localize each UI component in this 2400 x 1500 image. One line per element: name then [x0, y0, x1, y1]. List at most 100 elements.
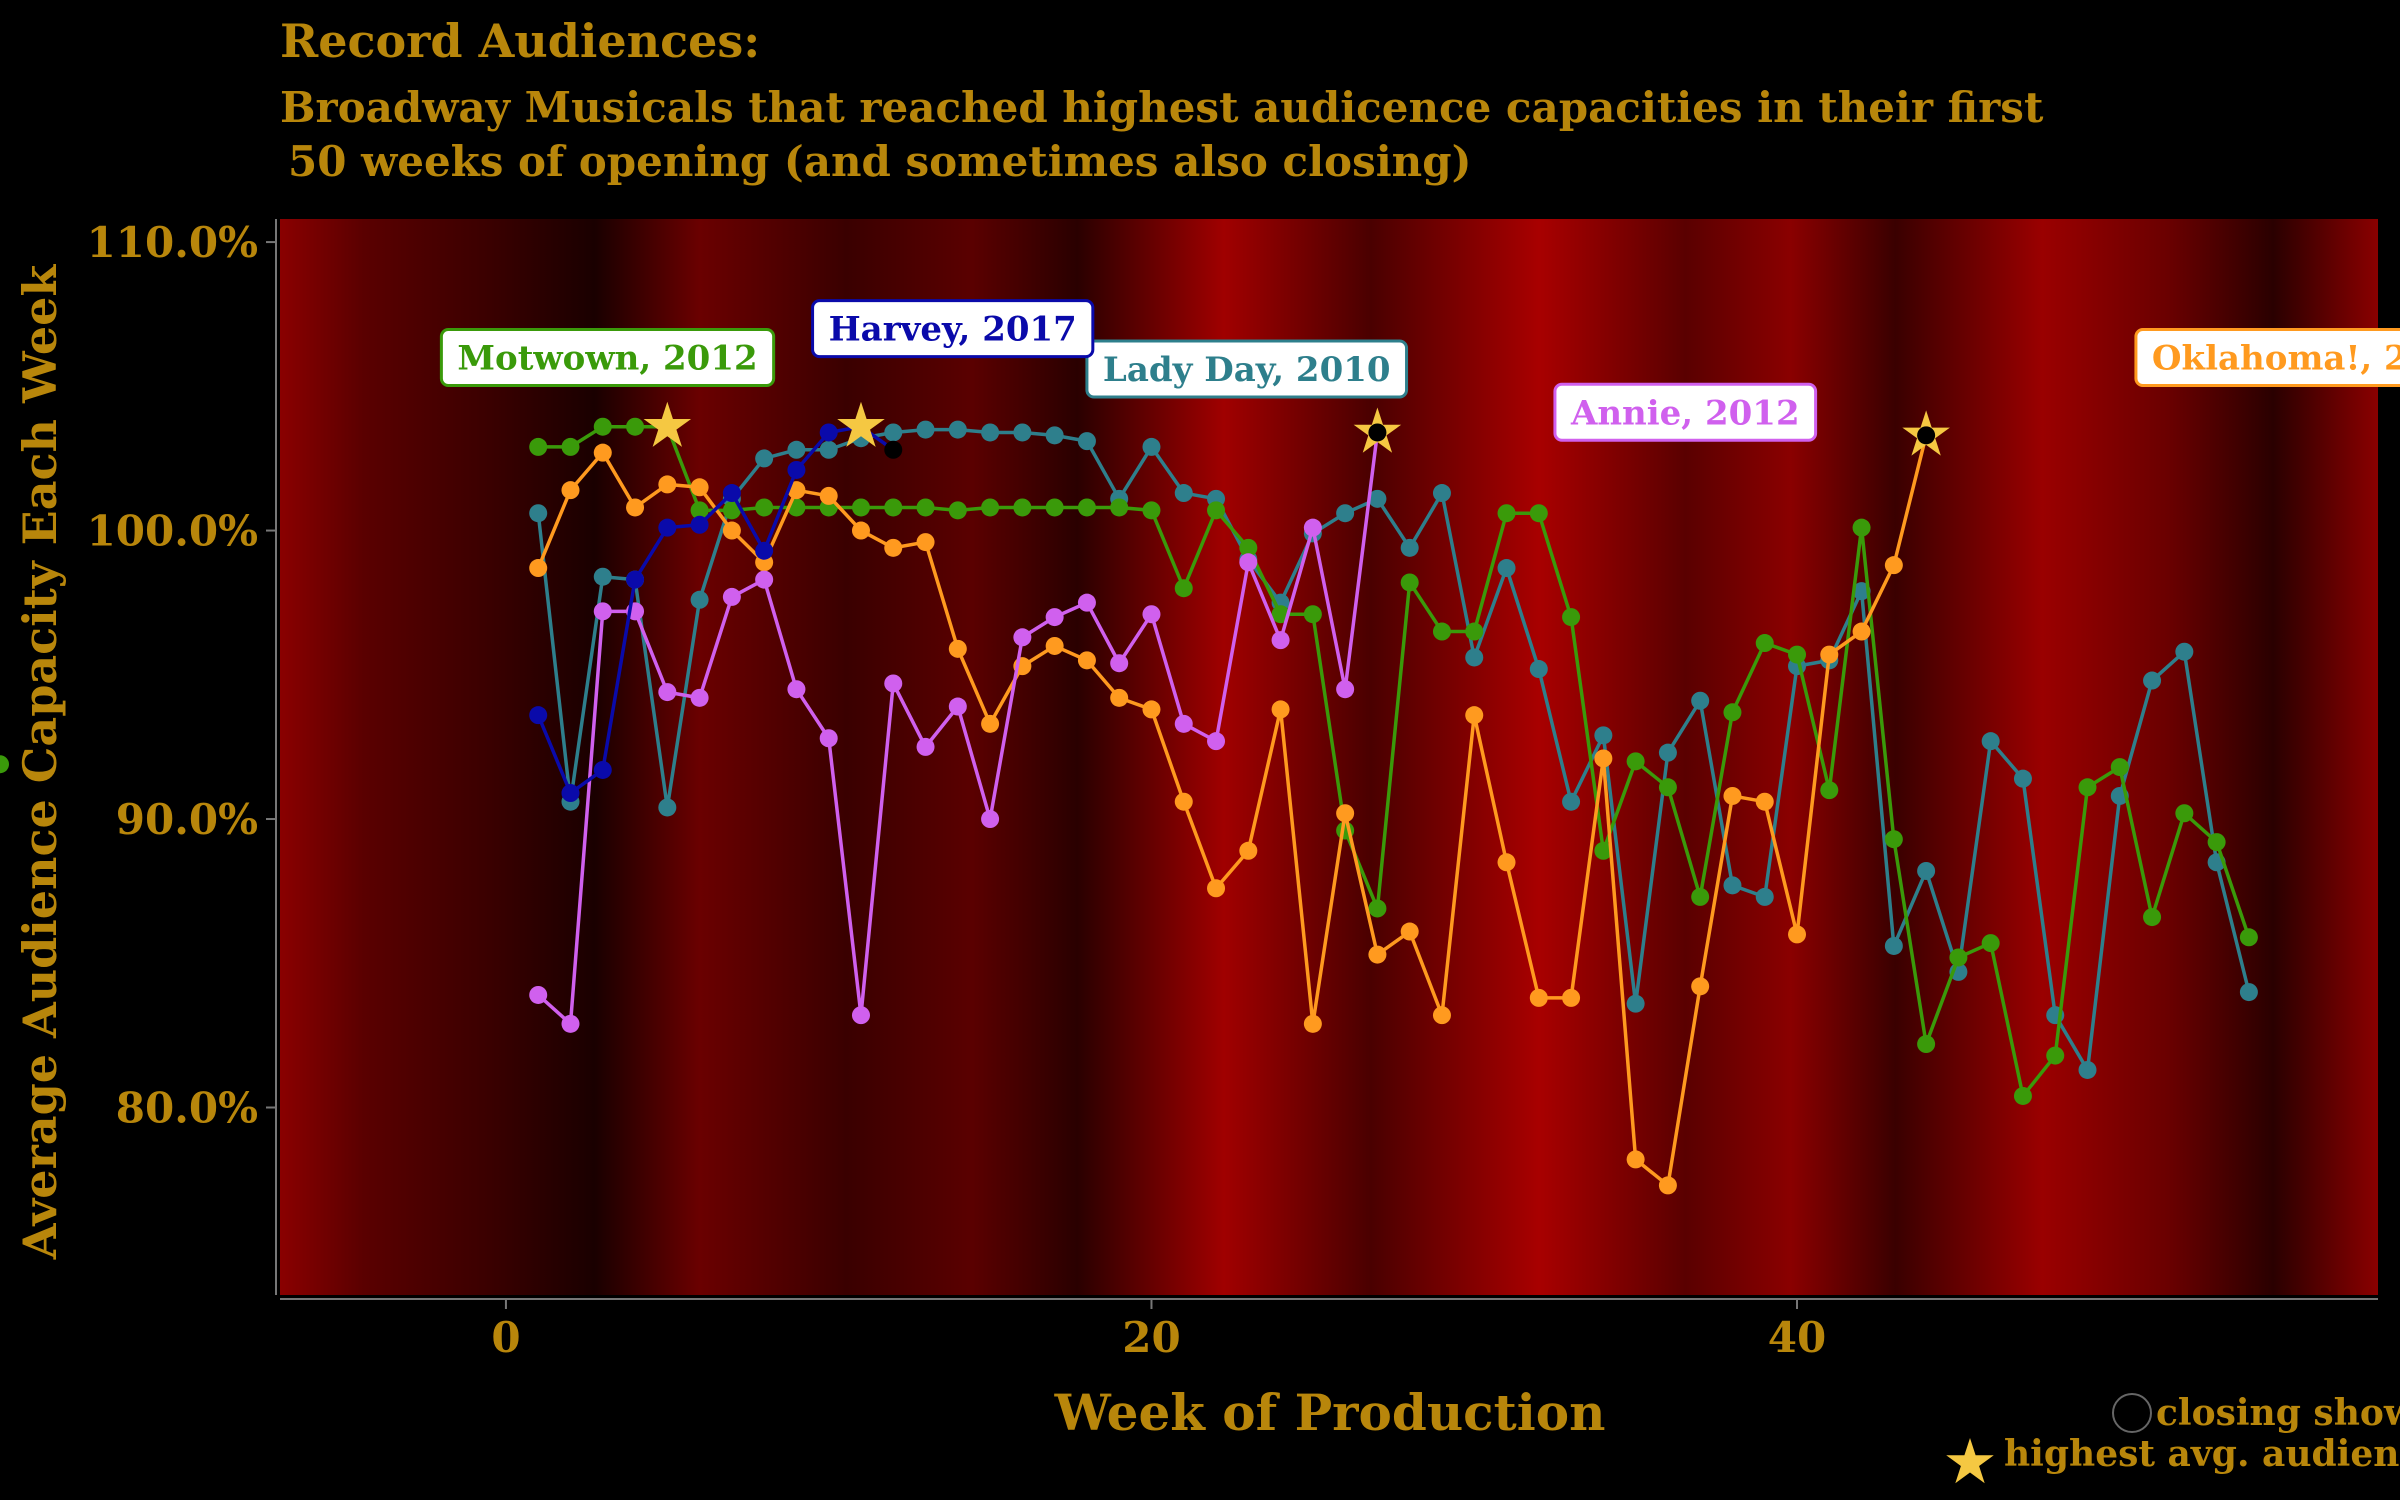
series-harvey-2017 — [529, 401, 903, 803]
series-label-box — [1553, 382, 1818, 442]
data-point-lady-day-2010 — [1658, 743, 1677, 762]
data-point-harvey-2017 — [529, 706, 548, 725]
data-point-motwown-2012 — [1497, 504, 1516, 523]
data-point-lady-day-2010 — [1529, 660, 1548, 679]
data-point-oklahoma-2011 — [593, 443, 612, 462]
series-label-box — [811, 299, 1095, 359]
data-point-oklahoma-2011 — [981, 714, 1000, 733]
data-point-oklahoma-2011 — [819, 486, 838, 505]
legend: closing show highest avg. audience — [1946, 1392, 2400, 1484]
y-tick-label: 110.0% — [87, 218, 258, 267]
data-point-lady-day-2010 — [787, 440, 806, 459]
data-point-oklahoma-2011 — [1271, 700, 1290, 719]
data-point-motwown-2012 — [1368, 899, 1387, 918]
data-point-lady-day-2010 — [529, 504, 548, 523]
data-point-oklahoma-2011 — [948, 639, 967, 658]
data-point-harvey-2017 — [593, 760, 612, 779]
data-point-oklahoma-2011 — [1239, 841, 1258, 860]
data-point-lady-day-2010 — [658, 798, 677, 817]
data-point-oklahoma-2011 — [1788, 925, 1807, 944]
data-point-motwown-2012 — [1852, 518, 1871, 537]
data-point-motwown-2012 — [1626, 752, 1645, 771]
data-point-lady-day-2010 — [1432, 484, 1451, 503]
data-point-motwown-2012 — [1723, 703, 1742, 722]
x-tick-label: 40 — [1768, 1313, 1826, 1362]
data-point-motwown-2012 — [2175, 804, 2194, 823]
closing-marker — [884, 440, 903, 459]
data-point-harvey-2017 — [690, 515, 709, 534]
data-point-lady-day-2010 — [2239, 983, 2258, 1002]
chart-subtitle-line2: 50 weeks of opening (and sometimes also … — [288, 137, 1471, 186]
data-point-oklahoma-2011 — [1368, 945, 1387, 964]
data-point-annie-2012 — [1013, 628, 1032, 647]
data-point-lady-day-2010 — [1755, 887, 1774, 906]
series-label-box — [439, 327, 776, 387]
legend-closing-marker — [2112, 1393, 2152, 1433]
data-point-harvey-2017 — [561, 784, 580, 803]
data-point-motwown-2012 — [916, 498, 935, 517]
data-point-annie-2012 — [1045, 608, 1064, 627]
data-point-motwown-2012 — [755, 498, 774, 517]
data-point-motwown-2012 — [1432, 622, 1451, 641]
data-point-lady-day-2010 — [1562, 792, 1581, 811]
data-point-harvey-2017 — [819, 423, 838, 442]
data-point-motwown-2012 — [2013, 1086, 2032, 1105]
data-point-oklahoma-2011 — [690, 478, 709, 497]
data-point-annie-2012 — [819, 729, 838, 748]
data-point-oklahoma-2011 — [1303, 1014, 1322, 1033]
data-point-lady-day-2010 — [593, 567, 612, 586]
data-point-oklahoma-2011 — [1045, 636, 1064, 655]
series-label-text: Lady Day, 2010 — [1103, 350, 1391, 390]
data-point-motwown-2012 — [1303, 605, 1322, 624]
data-point-lady-day-2010 — [1594, 726, 1613, 745]
data-point-annie-2012 — [529, 985, 548, 1004]
data-point-annie-2012 — [787, 680, 806, 699]
data-point-lady-day-2010 — [690, 590, 709, 609]
data-point-motwown-2012 — [1465, 622, 1484, 641]
data-point-motwown-2012 — [722, 501, 741, 520]
series-label-lady-day-2010: Lady Day, 2010 — [1085, 339, 1409, 399]
data-point-oklahoma-2011 — [1465, 706, 1484, 725]
data-point-harvey-2017 — [755, 541, 774, 560]
data-point-oklahoma-2011 — [1432, 1006, 1451, 1025]
series-lady-day-2010 — [529, 420, 2258, 1079]
y-ticks: 80.0% 90.0% 100.0% 110.0% — [87, 218, 276, 1132]
data-point-motwown-2012 — [2046, 1046, 2065, 1065]
y-tick-label: 100.0% — [87, 507, 258, 556]
data-point-lady-day-2010 — [2013, 769, 2032, 788]
data-point-oklahoma-2011 — [722, 521, 741, 540]
series-label-motwown-2012: Motwown, 2012 — [439, 327, 776, 387]
data-point-motwown-2012 — [2207, 833, 2226, 852]
data-point-motwown-2012 — [1755, 634, 1774, 653]
data-point-annie-2012 — [851, 1006, 870, 1025]
series-label-text: Harvey, 2017 — [829, 310, 1077, 350]
data-point-lady-day-2010 — [755, 449, 774, 468]
data-point-annie-2012 — [884, 674, 903, 693]
data-point-motwown-2012 — [1110, 498, 1129, 517]
data-point-annie-2012 — [593, 602, 612, 621]
data-point-oklahoma-2011 — [1626, 1150, 1645, 1169]
data-point-oklahoma-2011 — [1110, 688, 1129, 707]
data-point-annie-2012 — [1336, 680, 1355, 699]
data-point-motwown-2012 — [1207, 501, 1226, 520]
data-point-lady-day-2010 — [948, 420, 967, 439]
series-label-text: Oklahoma!, 2011 — [2152, 338, 2400, 378]
data-point-annie-2012 — [1303, 518, 1322, 537]
data-point-lady-day-2010 — [2078, 1060, 2097, 1079]
data-point-annie-2012 — [1077, 593, 1096, 612]
x-axis-title: Week of Production — [1054, 1383, 1606, 1442]
data-point-lady-day-2010 — [1626, 994, 1645, 1013]
data-point-motwown-2012 — [1788, 645, 1807, 664]
data-point-lady-day-2010 — [1497, 559, 1516, 578]
data-point-motwown-2012 — [1013, 498, 1032, 517]
data-point-lady-day-2010 — [1336, 504, 1355, 523]
y-axis-title: Average Audience Capacity Each Week — [13, 264, 67, 1261]
data-point-annie-2012 — [1110, 654, 1129, 673]
data-point-lady-day-2010 — [1884, 936, 1903, 955]
closing-marker — [1368, 423, 1387, 442]
data-point-motwown-2012 — [626, 417, 645, 436]
data-point-harvey-2017 — [722, 484, 741, 503]
data-point-oklahoma-2011 — [1594, 749, 1613, 768]
data-point-lady-day-2010 — [1013, 423, 1032, 442]
